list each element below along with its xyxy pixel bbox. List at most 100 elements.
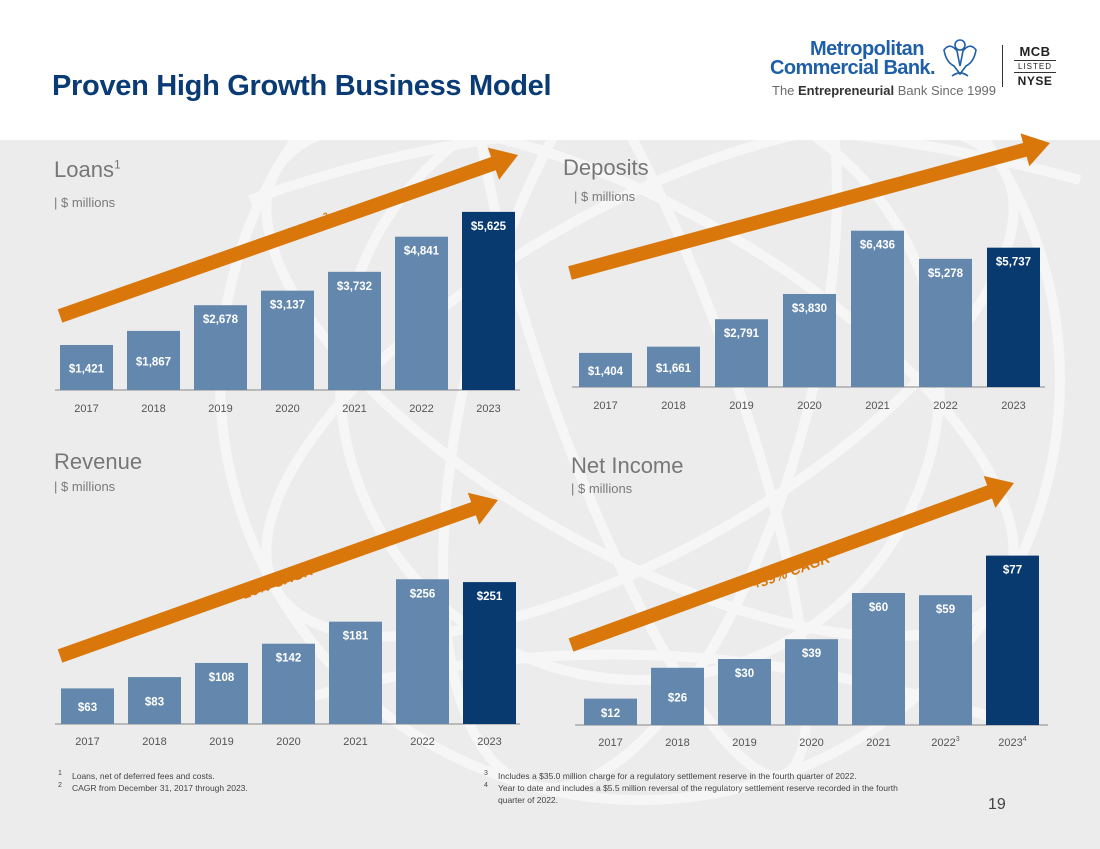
- cagr-arrow: [57, 147, 518, 323]
- x-tick-label: 2017: [598, 737, 622, 749]
- chart-subtitle: | $ millions: [54, 195, 116, 210]
- bar-value-label: $251: [477, 591, 503, 603]
- x-tick-label: 2021: [866, 737, 890, 749]
- x-tick-label: 20234: [998, 736, 1026, 749]
- x-tick-label: 2017: [593, 400, 617, 412]
- footnotes-left: 1 Loans, net of deferred fees and costs. 2…: [58, 770, 458, 794]
- bar-value-label: $5,625: [471, 221, 507, 233]
- x-tick-label: 2020: [276, 736, 300, 748]
- bar-value-label: $12: [601, 708, 620, 720]
- footnote: 2 CAGR from December 31, 2017 through 202…: [58, 782, 458, 794]
- footnote-number: 1: [58, 770, 62, 777]
- logo-name-line2: Commercial Bank.: [770, 57, 936, 79]
- header: Proven High Growth Business Model Metrop…: [0, 0, 1100, 140]
- x-tick-label: 2018: [142, 736, 166, 748]
- bar-2018: [651, 667, 704, 725]
- x-tick-label: 2017: [75, 736, 99, 748]
- bar-value-label: $3,732: [337, 281, 372, 293]
- nyse-ticker: MCB: [1019, 44, 1051, 59]
- chart-title-footnote-ref: 1: [113, 157, 121, 172]
- cagr-footnote-ref: 2: [825, 547, 834, 558]
- bar-2022: [919, 258, 972, 387]
- x-tick-label: 2022: [409, 403, 433, 415]
- cagr-footnote-ref: 2: [320, 210, 329, 221]
- bar-value-label: $6,436: [860, 240, 895, 252]
- bar-2018: [127, 330, 180, 390]
- page-title: Proven High Growth Business Model: [52, 70, 552, 102]
- cagr-footnote-ref: 2: [308, 559, 317, 570]
- x-tick-label: 2018: [665, 737, 689, 749]
- x-tick-label: 2020: [797, 400, 821, 412]
- footnote-number: 4: [484, 782, 488, 789]
- bar-2017: [579, 352, 632, 387]
- x-tick-label: 2018: [141, 403, 165, 415]
- bank-logo: Metropolitan Commercial Bank. The Entrep…: [770, 38, 1010, 102]
- nyse-listed-badge: MCB LISTED NYSE: [1014, 44, 1056, 88]
- chart-subtitle: | $ millions: [574, 189, 636, 204]
- bar-2021: [851, 230, 904, 387]
- x-tick-label: 2019: [208, 403, 232, 415]
- bar-2017: [61, 688, 114, 724]
- x-tick-footnote-ref: 4: [1023, 736, 1027, 743]
- footnote-text: Loans, net of deferred fees and costs.: [72, 771, 215, 781]
- bar-value-label: $63: [78, 702, 97, 714]
- bar-value-label: $3,830: [792, 303, 827, 315]
- cagr-arrow: [568, 476, 1014, 652]
- bar-2017: [584, 698, 637, 725]
- bar-2022: [396, 579, 449, 724]
- x-tick-label: 2020: [275, 403, 299, 415]
- bar-value-label: $256: [410, 588, 436, 600]
- x-tick-footnote-ref: 3: [956, 736, 960, 743]
- bar-2022: [919, 595, 972, 725]
- bar-2023: [986, 555, 1039, 725]
- x-tick-label: 2023: [477, 736, 501, 748]
- bar-2023: [462, 211, 515, 390]
- x-tick-label: 2017: [74, 403, 98, 415]
- x-tick-label: 2021: [343, 736, 367, 748]
- x-tick-label: 2019: [209, 736, 233, 748]
- bar-2020: [261, 290, 314, 390]
- x-tick-label: 2023: [1001, 400, 1025, 412]
- bar-2018: [128, 677, 181, 724]
- bar-value-label: $1,867: [136, 356, 171, 368]
- x-tick-label: 20223: [931, 736, 959, 749]
- logo-tagline: The Entrepreneurial Bank Since 1999: [772, 83, 997, 98]
- x-tick-label: 2022: [933, 400, 957, 412]
- cagr-arrow: [568, 133, 1050, 280]
- footnote-number: 3: [484, 770, 488, 777]
- bar-2021: [852, 593, 905, 725]
- bar-value-label: $181: [343, 631, 369, 643]
- chart-subtitle: | $ millions: [571, 481, 633, 496]
- page-number: 19: [988, 796, 1006, 813]
- footnotes-right: 3 Includes a $35.0 million charge for a r…: [484, 770, 924, 806]
- bar-value-label: $30: [735, 668, 754, 680]
- footnote: 1 Loans, net of deferred fees and costs.: [58, 770, 458, 782]
- cagr-footnote-ref: 2: [838, 191, 846, 202]
- chart-title: Loans1: [54, 157, 121, 182]
- bar-value-label: $4,841: [404, 246, 440, 258]
- bar-2022: [395, 236, 448, 390]
- chart-title: Revenue: [54, 449, 143, 474]
- bar-value-label: $1,404: [588, 366, 624, 378]
- footnote: 3 Includes a $35.0 million charge for a r…: [484, 770, 924, 782]
- bar-2017: [60, 345, 113, 390]
- eagle-icon: [943, 39, 977, 77]
- bar-value-label: $26: [668, 692, 687, 704]
- bar-2019: [195, 662, 248, 724]
- bar-value-label: $60: [869, 602, 888, 614]
- bar-2020: [262, 643, 315, 724]
- chart-subtitle: | $ millions: [54, 479, 116, 494]
- bar-2020: [783, 293, 836, 387]
- chart-title: Net Income: [571, 453, 684, 478]
- bar-2021: [328, 271, 381, 390]
- bar-2023: [987, 247, 1040, 387]
- bar-value-label: $5,737: [996, 257, 1031, 269]
- chart-title: Deposits: [563, 155, 649, 180]
- bar-value-label: $83: [145, 697, 164, 709]
- bar-value-label: $2,678: [203, 314, 239, 326]
- x-tick-label: 2021: [865, 400, 889, 412]
- x-tick-label: 2019: [732, 737, 756, 749]
